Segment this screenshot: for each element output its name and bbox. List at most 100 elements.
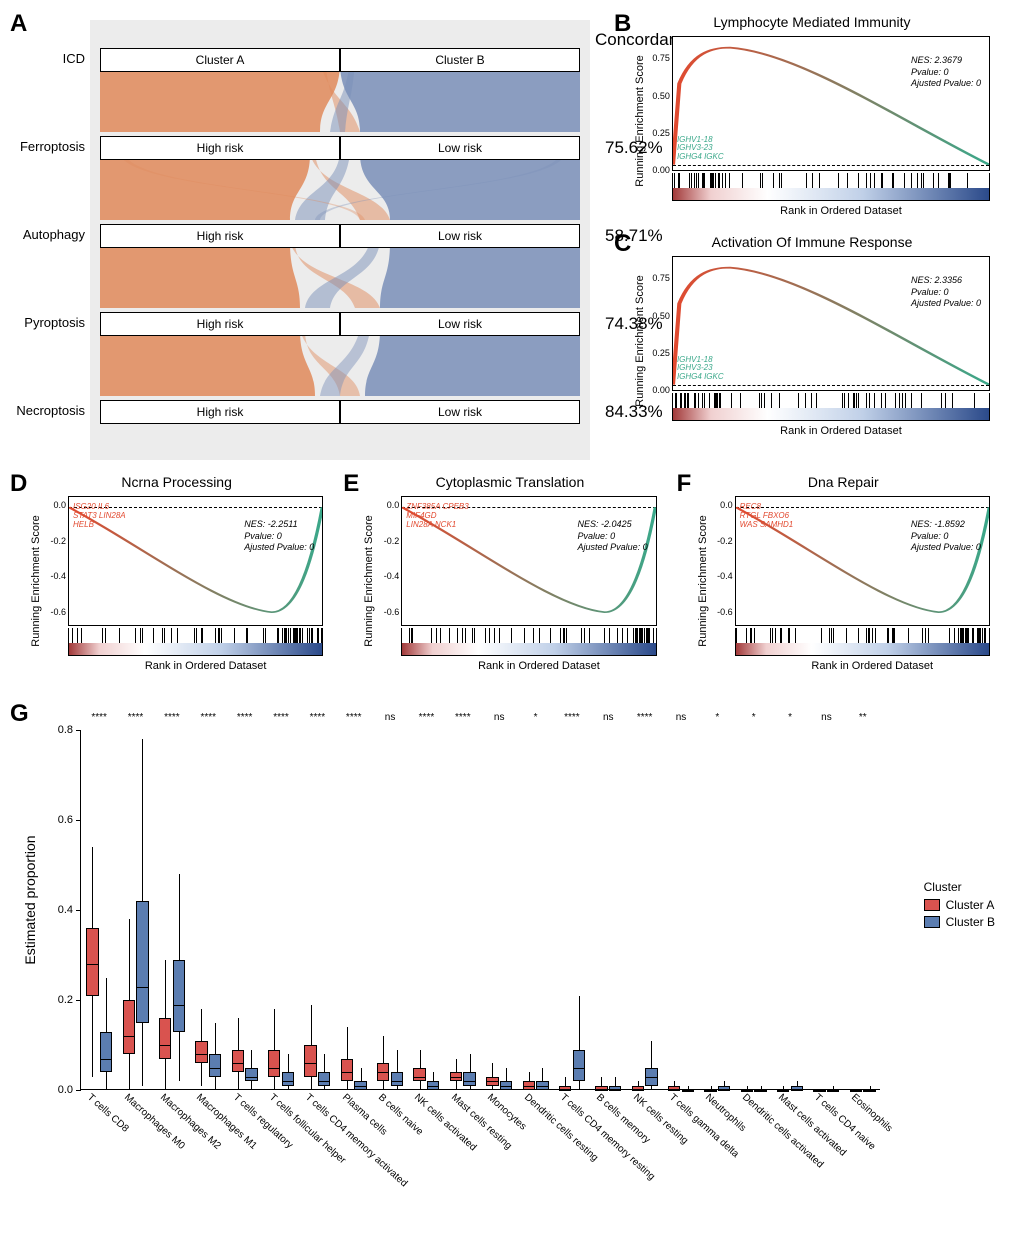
gsea-gene-labels: IGHV1-18IGHV3-23IGHG4 IGKC bbox=[677, 136, 724, 162]
sankey-box-left: Cluster A bbox=[100, 48, 340, 72]
gsea-xlabel: Rank in Ordered Dataset bbox=[68, 660, 343, 672]
gsea-title: Ncrna Processing bbox=[10, 474, 343, 490]
gsea-title: Dna Repair bbox=[677, 474, 1010, 490]
box-A bbox=[232, 1050, 244, 1073]
significance-label: ns bbox=[385, 712, 396, 723]
significance-label: **** bbox=[637, 712, 653, 723]
y-tick-label: -0.2 bbox=[384, 536, 403, 546]
panel-label-f: F bbox=[677, 470, 692, 498]
sankey-box-right: Low risk bbox=[340, 136, 580, 160]
y-tick-label: 0.6 bbox=[58, 814, 81, 826]
box-B bbox=[318, 1072, 330, 1086]
significance-label: ns bbox=[603, 712, 614, 723]
significance-label: * bbox=[752, 712, 756, 723]
gsea-xlabel: Rank in Ordered Dataset bbox=[735, 660, 1010, 672]
box-A bbox=[413, 1068, 425, 1082]
gsea-title: Activation Of Immune Response bbox=[614, 234, 1010, 250]
sankey-row-label: Pyroptosis bbox=[10, 315, 85, 330]
significance-label: **** bbox=[91, 712, 107, 723]
sankey-row-label: Necroptosis bbox=[10, 403, 85, 418]
gsea-plot: 0.0-0.2-0.4-0.6NES: -2.0425Pvalue: 0Ajus… bbox=[401, 496, 656, 626]
panel-label-a: A bbox=[10, 10, 27, 38]
box-B bbox=[209, 1054, 221, 1077]
significance-label: ns bbox=[821, 712, 832, 723]
panel-label-g: G bbox=[10, 700, 29, 728]
row-1: A bbox=[10, 10, 1010, 470]
row-2: D Ncrna ProcessingRunning Enrichment Sco… bbox=[10, 470, 1010, 690]
sankey-box-right: Cluster B bbox=[340, 48, 580, 72]
significance-label: * bbox=[534, 712, 538, 723]
box-A bbox=[86, 928, 98, 996]
box-B bbox=[136, 901, 148, 1023]
significance-label: **** bbox=[419, 712, 435, 723]
box-B bbox=[463, 1072, 475, 1086]
y-tick-label: -0.6 bbox=[717, 607, 736, 617]
box-B bbox=[282, 1072, 294, 1086]
sankey-box-left: High risk bbox=[100, 312, 340, 336]
significance-label: **** bbox=[200, 712, 216, 723]
y-tick-label: 0.0 bbox=[720, 500, 736, 510]
gsea-plot: 0.000.250.500.75NES: 2.3679Pvalue: 0Ajus… bbox=[672, 36, 990, 171]
gsea-stats: NES: 2.3679Pvalue: 0Ajusted Pvalue: 0 bbox=[911, 55, 981, 90]
y-tick-label: -0.6 bbox=[50, 607, 69, 617]
panel-e: E Cytoplasmic TranslationRunning Enrichm… bbox=[343, 470, 676, 690]
y-tick-label: -0.4 bbox=[384, 571, 403, 581]
panel-f: F Dna RepairRunning Enrichment Score0.0-… bbox=[677, 470, 1010, 690]
gsea-gene-labels: ZNF385A CPEB3MIF4GDLIN28A NCK1 bbox=[406, 503, 468, 529]
gsea-plot: 0.0-0.2-0.4-0.6NES: -1.8592Pvalue: 0Ajus… bbox=[735, 496, 990, 626]
gsea-stats: NES: 2.3356Pvalue: 0Ajusted Pvalue: 0 bbox=[911, 275, 981, 310]
box-B bbox=[391, 1072, 403, 1086]
panel-label-c: C bbox=[614, 230, 631, 258]
box-B bbox=[173, 960, 185, 1032]
gsea-rug bbox=[401, 628, 656, 656]
panel-label-e: E bbox=[343, 470, 359, 498]
y-tick-label: 0.0 bbox=[58, 1084, 81, 1096]
gsea-plot: 0.0-0.2-0.4-0.6NES: -2.2511Pvalue: 0Ajus… bbox=[68, 496, 323, 626]
significance-label: **** bbox=[273, 712, 289, 723]
gsea-xlabel: Rank in Ordered Dataset bbox=[401, 660, 676, 672]
significance-label: * bbox=[715, 712, 719, 723]
legend-item: Cluster A bbox=[924, 898, 995, 912]
y-tick-label: 0.0 bbox=[53, 500, 69, 510]
gsea-stats: NES: -1.8592Pvalue: 0Ajusted Pvalue: 0 bbox=[911, 519, 981, 554]
panel-d: D Ncrna ProcessingRunning Enrichment Sco… bbox=[10, 470, 343, 690]
box-B bbox=[245, 1068, 257, 1082]
significance-label: **** bbox=[310, 712, 326, 723]
gsea-title: Lymphocyte Mediated Immunity bbox=[614, 14, 1010, 30]
legend: Cluster Cluster ACluster B bbox=[924, 880, 995, 932]
y-tick-label: -0.4 bbox=[50, 571, 69, 581]
y-tick-label: 0.50 bbox=[652, 311, 673, 321]
y-tick-label: -0.2 bbox=[50, 536, 69, 546]
gsea-rug bbox=[672, 173, 990, 201]
gsea-stats: NES: -2.0425Pvalue: 0Ajusted Pvalue: 0 bbox=[578, 519, 648, 554]
box-B bbox=[100, 1032, 112, 1073]
y-tick-label: 0.50 bbox=[652, 91, 673, 101]
panel-b: B Lymphocyte Mediated ImmunityRunning En… bbox=[614, 10, 1010, 230]
significance-label: ** bbox=[859, 712, 867, 723]
sankey-row-label: ICD bbox=[10, 51, 85, 66]
sankey-box-right: Low risk bbox=[340, 400, 580, 424]
sankey-box-left: High risk bbox=[100, 224, 340, 248]
sankey-box-right: Low risk bbox=[340, 312, 580, 336]
boxplot-area: 0.00.20.40.60.8****T cells CD8****Macrop… bbox=[80, 730, 880, 1090]
box-A bbox=[195, 1041, 207, 1064]
y-tick-label: 0.75 bbox=[652, 53, 673, 63]
gsea-gene-labels: REC8RTGL FBXO6WAS SAMHD1 bbox=[740, 503, 794, 529]
gsea-rug bbox=[68, 628, 323, 656]
box-B bbox=[573, 1050, 585, 1082]
panel-g: G Estimated proportion 0.00.20.40.60.8**… bbox=[10, 700, 1010, 1240]
box-A bbox=[159, 1018, 171, 1059]
gsea-gene-labels: ISG20 IL6STAT3 LIN28AHELB bbox=[73, 503, 126, 529]
y-tick-label: 0.4 bbox=[58, 904, 81, 916]
panel-c: C Activation Of Immune ResponseRunning E… bbox=[614, 230, 1010, 450]
significance-label: * bbox=[788, 712, 792, 723]
sankey-box-left: High risk bbox=[100, 400, 340, 424]
y-tick-label: 0.8 bbox=[58, 724, 81, 736]
significance-label: **** bbox=[564, 712, 580, 723]
panels-b-c: B Lymphocyte Mediated ImmunityRunning En… bbox=[614, 10, 1010, 470]
y-tick-label: 0.25 bbox=[652, 128, 673, 138]
gsea-ylabel: Running Enrichment Score bbox=[697, 515, 709, 646]
gsea-ylabel: Running Enrichment Score bbox=[634, 55, 646, 186]
gsea-title: Cytoplasmic Translation bbox=[343, 474, 676, 490]
legend-swatch bbox=[924, 899, 940, 911]
